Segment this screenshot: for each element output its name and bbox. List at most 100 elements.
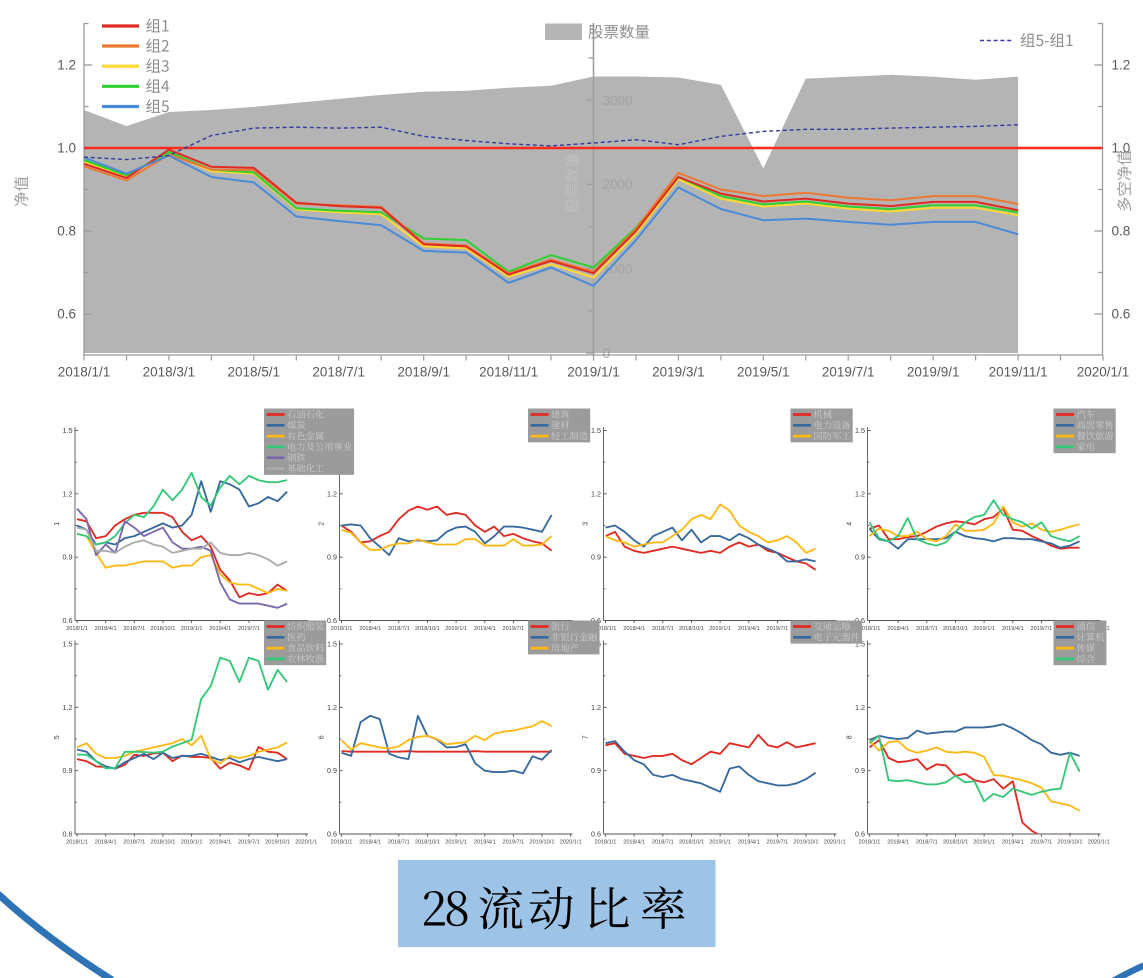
svg-text:7: 7 <box>582 735 589 739</box>
svg-text:2019/1/1: 2019/1/1 <box>973 626 995 632</box>
svg-text:2019/4/1: 2019/4/1 <box>1002 840 1024 846</box>
svg-text:0: 0 <box>603 346 611 361</box>
svg-text:2019/10/1: 2019/10/1 <box>530 840 555 846</box>
svg-text:2020/1/1: 2020/1/1 <box>295 840 317 846</box>
svg-text:3: 3 <box>583 522 590 526</box>
svg-text:2019/4/1: 2019/4/1 <box>738 626 760 632</box>
svg-text:1.5: 1.5 <box>855 640 865 649</box>
svg-text:1: 1 <box>54 522 61 526</box>
svg-text:2019/1/1: 2019/1/1 <box>181 840 203 846</box>
svg-text:2019/7/1: 2019/7/1 <box>503 840 525 846</box>
svg-text:2018/4/1: 2018/4/1 <box>623 626 645 632</box>
svg-text:2019/1/1: 2019/1/1 <box>567 365 620 380</box>
svg-text:2019/11/1: 2019/11/1 <box>989 365 1048 380</box>
svg-text:1.2: 1.2 <box>1112 58 1131 73</box>
svg-text:0.6: 0.6 <box>591 830 601 839</box>
svg-text:2018/1/1: 2018/1/1 <box>331 626 353 632</box>
svg-text:2019/1/1: 2019/1/1 <box>445 626 467 632</box>
svg-text:5: 5 <box>54 735 61 739</box>
svg-text:2018/7/1: 2018/7/1 <box>123 840 145 846</box>
svg-text:1.2: 1.2 <box>63 703 73 712</box>
svg-text:2018/10/1: 2018/10/1 <box>415 626 440 632</box>
svg-text:2019/10/1: 2019/10/1 <box>265 840 290 846</box>
svg-text:2018/4/1: 2018/4/1 <box>95 840 117 846</box>
svg-text:2018/4/1: 2018/4/1 <box>359 840 381 846</box>
svg-text:1.2: 1.2 <box>327 489 337 498</box>
svg-text:2019/7/1: 2019/7/1 <box>1031 840 1053 846</box>
svg-text:2018/10/1: 2018/10/1 <box>943 840 968 846</box>
svg-text:2019/10/1: 2019/10/1 <box>794 840 819 846</box>
svg-text:0.9: 0.9 <box>63 766 73 775</box>
svg-text:1.5: 1.5 <box>855 426 865 435</box>
svg-text:1.5: 1.5 <box>63 640 73 649</box>
svg-text:1.2: 1.2 <box>855 703 865 712</box>
svg-text:1.2: 1.2 <box>327 703 337 712</box>
svg-text:4: 4 <box>847 522 854 526</box>
svg-text:2019/7/1: 2019/7/1 <box>238 626 260 632</box>
svg-text:2018/7/1: 2018/7/1 <box>916 840 938 846</box>
svg-text:1.0: 1.0 <box>1112 141 1131 156</box>
svg-text:0.6: 0.6 <box>327 830 337 839</box>
svg-text:2018/7/1: 2018/7/1 <box>916 626 938 632</box>
svg-text:2019/1/1: 2019/1/1 <box>709 840 731 846</box>
svg-text:2019/4/1: 2019/4/1 <box>209 840 231 846</box>
svg-text:2019/4/1: 2019/4/1 <box>209 626 231 632</box>
svg-text:0.9: 0.9 <box>327 766 337 775</box>
svg-text:2020/1/1: 2020/1/1 <box>1088 840 1110 846</box>
svg-text:2020/1/1: 2020/1/1 <box>824 840 846 846</box>
svg-text:2019/10/1: 2019/10/1 <box>1058 840 1083 846</box>
svg-text:2019/7/1: 2019/7/1 <box>1031 626 1053 632</box>
svg-text:0.6: 0.6 <box>855 830 865 839</box>
svg-text:0.9: 0.9 <box>591 553 601 562</box>
svg-text:1.5: 1.5 <box>327 640 337 649</box>
svg-text:1.2: 1.2 <box>591 489 601 498</box>
svg-text:2018/7/1: 2018/7/1 <box>652 840 674 846</box>
svg-text:2018/10/1: 2018/10/1 <box>150 840 175 846</box>
svg-text:2019/7/1: 2019/7/1 <box>767 626 789 632</box>
svg-text:0.8: 0.8 <box>1112 224 1131 239</box>
svg-text:2018/4/1: 2018/4/1 <box>95 626 117 632</box>
svg-text:0.6: 0.6 <box>57 307 76 322</box>
svg-text:2019/4/1: 2019/4/1 <box>474 626 496 632</box>
svg-text:2018/3/1: 2018/3/1 <box>143 365 196 380</box>
svg-text:1.2: 1.2 <box>591 703 601 712</box>
svg-text:2019/7/1: 2019/7/1 <box>822 365 875 380</box>
svg-text:1.2: 1.2 <box>855 489 865 498</box>
svg-text:2019/7/1: 2019/7/1 <box>238 840 260 846</box>
svg-text:8: 8 <box>846 735 853 739</box>
svg-text:2018/1/1: 2018/1/1 <box>66 840 88 846</box>
svg-text:2018/1/1: 2018/1/1 <box>58 365 111 380</box>
svg-text:2018/1/1: 2018/1/1 <box>595 626 617 632</box>
svg-text:2018/9/1: 2018/9/1 <box>397 365 450 380</box>
svg-text:2018/4/1: 2018/4/1 <box>359 626 381 632</box>
svg-text:2020/1/1: 2020/1/1 <box>560 840 582 846</box>
svg-text:0.9: 0.9 <box>63 553 73 562</box>
svg-text:0.9: 0.9 <box>855 553 865 562</box>
svg-text:2018/11/1: 2018/11/1 <box>479 365 538 380</box>
svg-text:2018/1/1: 2018/1/1 <box>859 626 881 632</box>
svg-text:2018/10/1: 2018/10/1 <box>150 626 175 632</box>
svg-text:2018/4/1: 2018/4/1 <box>623 840 645 846</box>
svg-text:2019/9/1: 2019/9/1 <box>907 365 960 380</box>
svg-text:1.5: 1.5 <box>591 426 601 435</box>
svg-text:2019/1/1: 2019/1/1 <box>709 626 731 632</box>
svg-text:2018/7/1: 2018/7/1 <box>652 626 674 632</box>
svg-text:2019/3/1: 2019/3/1 <box>652 365 705 380</box>
svg-text:2018/1/1: 2018/1/1 <box>331 840 353 846</box>
svg-text:2018/7/1: 2018/7/1 <box>388 840 410 846</box>
svg-text:0.6: 0.6 <box>327 616 337 625</box>
svg-text:2018/7/1: 2018/7/1 <box>123 626 145 632</box>
svg-text:2: 2 <box>319 522 326 526</box>
svg-text:0.8: 0.8 <box>57 224 76 239</box>
svg-text:2019/4/1: 2019/4/1 <box>474 840 496 846</box>
svg-text:2000: 2000 <box>603 177 633 192</box>
svg-text:2019/4/1: 2019/4/1 <box>1002 626 1024 632</box>
svg-text:2019/1/1: 2019/1/1 <box>181 626 203 632</box>
svg-text:0.6: 0.6 <box>63 830 73 839</box>
svg-text:0.9: 0.9 <box>591 766 601 775</box>
svg-text:2019/5/1: 2019/5/1 <box>737 365 790 380</box>
svg-text:2019/4/1: 2019/4/1 <box>738 840 760 846</box>
svg-text:2018/10/1: 2018/10/1 <box>943 626 968 632</box>
svg-text:0.9: 0.9 <box>855 766 865 775</box>
svg-text:2018/10/1: 2018/10/1 <box>679 840 704 846</box>
